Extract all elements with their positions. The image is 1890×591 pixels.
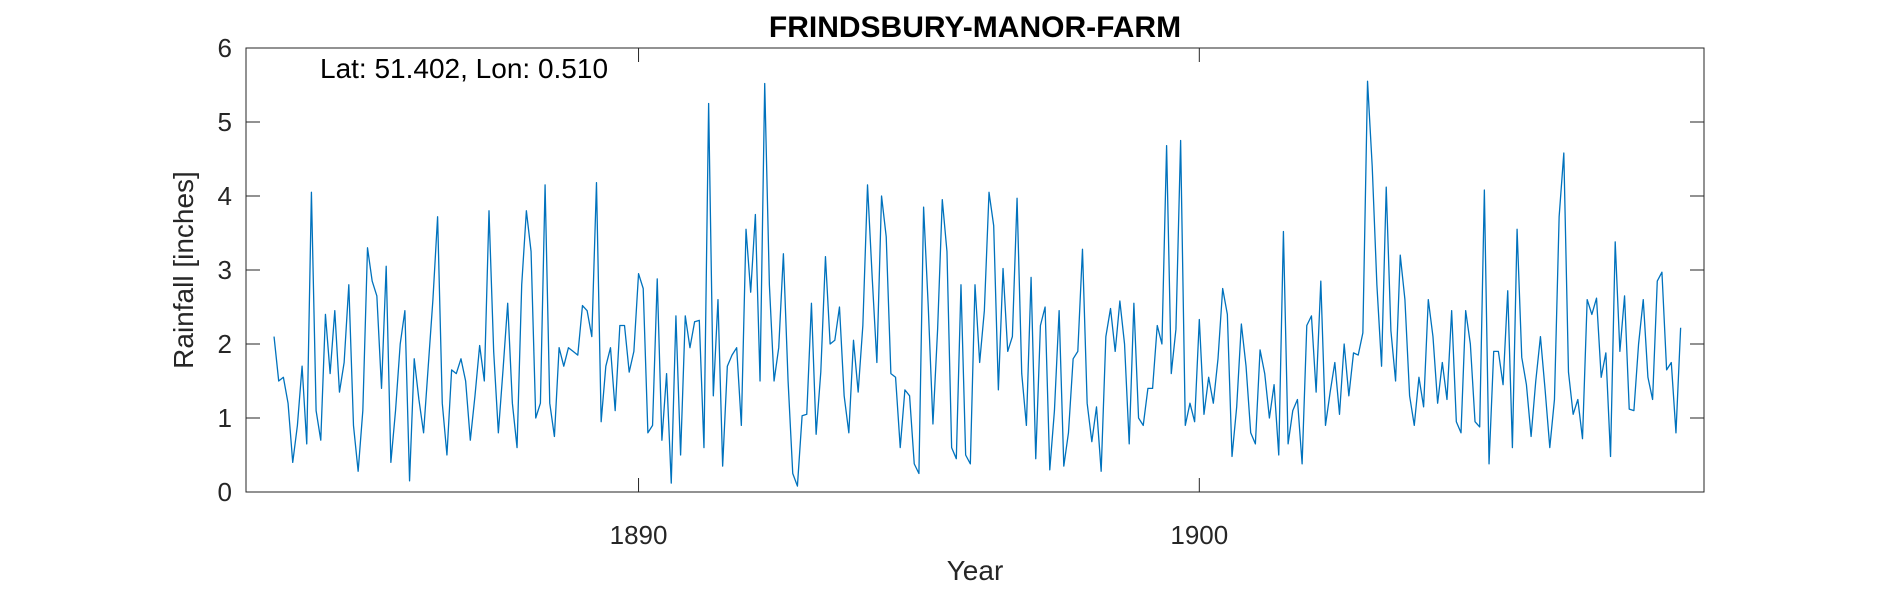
- x-tick-label: 1900: [1170, 520, 1228, 550]
- y-tick-label: 6: [218, 33, 232, 63]
- x-tick-label: 1890: [610, 520, 668, 550]
- y-tick-label: 3: [218, 255, 232, 285]
- location-annotation: Lat: 51.402, Lon: 0.510: [320, 53, 608, 84]
- axis-ticks: [246, 47, 1704, 493]
- series-layer: [273, 80, 1682, 487]
- y-axis-label: Rainfall [inches]: [168, 171, 199, 369]
- y-tick-label: 4: [218, 181, 232, 211]
- y-tick-label: 1: [218, 403, 232, 433]
- y-tick-label: 0: [218, 477, 232, 507]
- tick-labels: 0 1 2 3 4 5 6 1890 1900: [218, 33, 1229, 550]
- axes-box: [245, 47, 1705, 493]
- x-axis-label: Year: [947, 555, 1004, 586]
- y-tick-label: 5: [218, 107, 232, 137]
- rainfall-series-line: [273, 80, 1682, 487]
- chart-title: FRINDSBURY-MANOR-FARM: [769, 11, 1181, 44]
- y-tick-label: 2: [218, 329, 232, 359]
